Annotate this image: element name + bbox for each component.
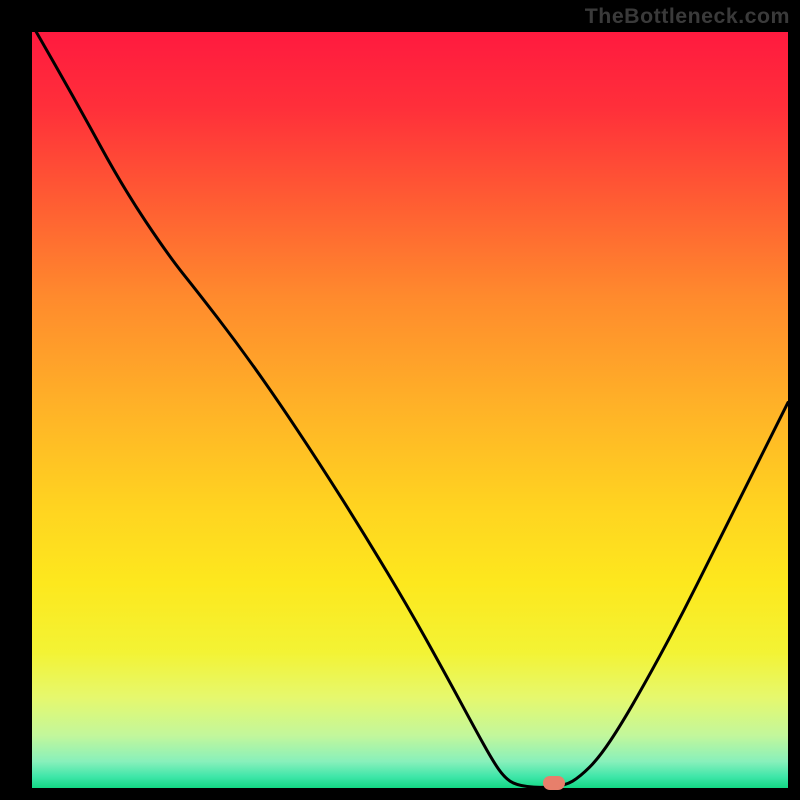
sweet-spot-marker: [543, 776, 565, 790]
plot-area: [32, 32, 788, 788]
chart-canvas: TheBottleneck.com: [0, 0, 800, 800]
performance-curve: [32, 32, 788, 788]
watermark-text: TheBottleneck.com: [585, 4, 790, 29]
curve-path: [32, 24, 788, 787]
